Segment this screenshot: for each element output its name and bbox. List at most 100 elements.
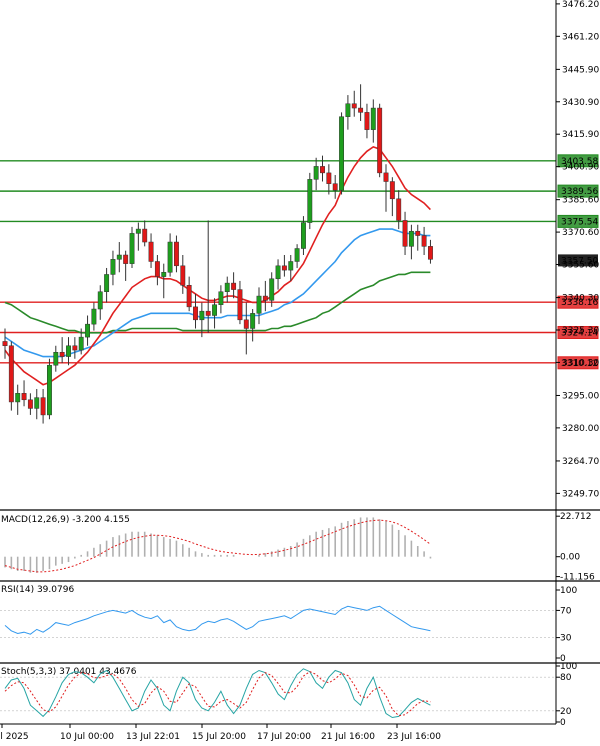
current-price-tag — [558, 254, 598, 267]
candle[interactable] — [383, 164, 389, 212]
candle[interactable] — [142, 220, 148, 247]
candle[interactable] — [148, 233, 154, 268]
candle[interactable] — [104, 267, 110, 303]
price-tick-label: 3430.90 — [562, 98, 599, 108]
candle[interactable] — [326, 164, 332, 195]
candle[interactable] — [53, 345, 59, 372]
candle[interactable] — [358, 84, 364, 122]
candle[interactable] — [428, 239, 433, 264]
candle[interactable] — [345, 95, 351, 130]
candle-body — [370, 107, 376, 130]
stoch-d-line — [4, 671, 431, 717]
candle-body — [91, 308, 97, 325]
candle[interactable] — [97, 285, 103, 320]
candle[interactable] — [218, 285, 224, 314]
candle[interactable] — [231, 272, 237, 299]
candle[interactable] — [294, 244, 300, 268]
candle[interactable] — [370, 99, 376, 143]
candle[interactable] — [167, 233, 173, 277]
candle-body — [180, 265, 186, 286]
candle[interactable] — [269, 272, 275, 307]
candle[interactable] — [256, 287, 262, 325]
candle-body — [301, 222, 306, 249]
rsi-panel[interactable]: RSI(14) 39.0796 100 70 30 0 — [0, 585, 577, 664]
price-tick-label: 3264.70 — [562, 457, 599, 467]
price-tick-label: 3325.30 — [562, 326, 599, 336]
candle[interactable] — [339, 112, 345, 195]
candle[interactable] — [237, 280, 243, 325]
level-tag-label: 3324.14 — [561, 328, 598, 338]
candle[interactable] — [415, 224, 421, 251]
candle[interactable] — [47, 358, 52, 420]
candle-body — [243, 319, 249, 329]
candle[interactable] — [135, 222, 141, 251]
candle[interactable] — [307, 172, 313, 230]
time-tick-label: Jul 2025 — [0, 732, 29, 742]
price-panel[interactable]: 3403.58 3389.56 3375.54 3338.16 3324.14 3310.… — [0, 84, 599, 424]
stoch-tick-label: 0 — [560, 718, 566, 728]
level-tag-fill — [558, 215, 598, 228]
candle-body — [345, 103, 351, 117]
candle[interactable] — [123, 250, 129, 281]
macd-label: MACD(12,26,9) -3.200 4.155 — [1, 515, 130, 525]
candle[interactable] — [281, 255, 287, 277]
candle[interactable] — [389, 177, 395, 217]
candle[interactable] — [402, 211, 408, 255]
candle[interactable] — [377, 103, 383, 178]
candle[interactable] — [21, 380, 27, 407]
candle-body — [40, 397, 46, 416]
candle[interactable] — [212, 298, 218, 329]
candle[interactable] — [66, 337, 71, 366]
candle[interactable] — [313, 157, 319, 191]
candle[interactable] — [8, 341, 14, 411]
candle[interactable] — [243, 302, 249, 355]
candle[interactable] — [40, 388, 46, 424]
candle[interactable] — [180, 255, 186, 294]
candle[interactable] — [351, 90, 357, 117]
candle-body — [281, 265, 287, 271]
candle[interactable] — [2, 328, 8, 359]
candle-body — [116, 254, 122, 260]
candle[interactable] — [161, 263, 167, 299]
candle[interactable] — [364, 103, 370, 139]
candle[interactable] — [85, 315, 90, 346]
candle-body — [174, 241, 179, 267]
candle[interactable] — [301, 216, 306, 255]
candle[interactable] — [78, 328, 84, 355]
candle[interactable] — [288, 255, 294, 281]
candle[interactable] — [15, 384, 21, 415]
candle[interactable] — [199, 302, 205, 338]
macd-panel[interactable]: MACD(12,26,9) -3.200 4.155 22.712 0.00 -11… — [1, 512, 595, 582]
candle[interactable] — [421, 226, 427, 255]
candle[interactable] — [262, 280, 268, 312]
candle[interactable] — [154, 255, 160, 286]
candle[interactable] — [408, 224, 414, 260]
candle[interactable] — [186, 276, 192, 312]
candle[interactable] — [59, 337, 65, 364]
candle[interactable] — [250, 309, 256, 342]
candle[interactable] — [193, 293, 198, 329]
candle[interactable] — [34, 388, 40, 420]
candle[interactable] — [320, 155, 325, 182]
candle[interactable] — [205, 220, 211, 333]
time-tick-label: 23 Jul 16:00 — [387, 732, 441, 742]
candle[interactable] — [174, 235, 179, 273]
ma-fast-line — [4, 146, 431, 386]
candle[interactable] — [129, 226, 135, 268]
candle[interactable] — [116, 242, 122, 273]
candle[interactable] — [275, 259, 281, 290]
candle-body — [326, 172, 332, 184]
candle[interactable] — [224, 276, 230, 303]
candle[interactable] — [72, 337, 78, 359]
level-tag-label: 3389.56 — [561, 187, 598, 197]
candle[interactable] — [27, 393, 33, 415]
price-tick-label: 3400.90 — [562, 163, 599, 173]
candle[interactable] — [110, 250, 116, 286]
candle[interactable] — [332, 175, 338, 199]
level-tag-fill — [558, 356, 598, 369]
candle[interactable] — [396, 190, 402, 230]
candle-body — [167, 241, 173, 273]
candle[interactable] — [91, 302, 97, 331]
